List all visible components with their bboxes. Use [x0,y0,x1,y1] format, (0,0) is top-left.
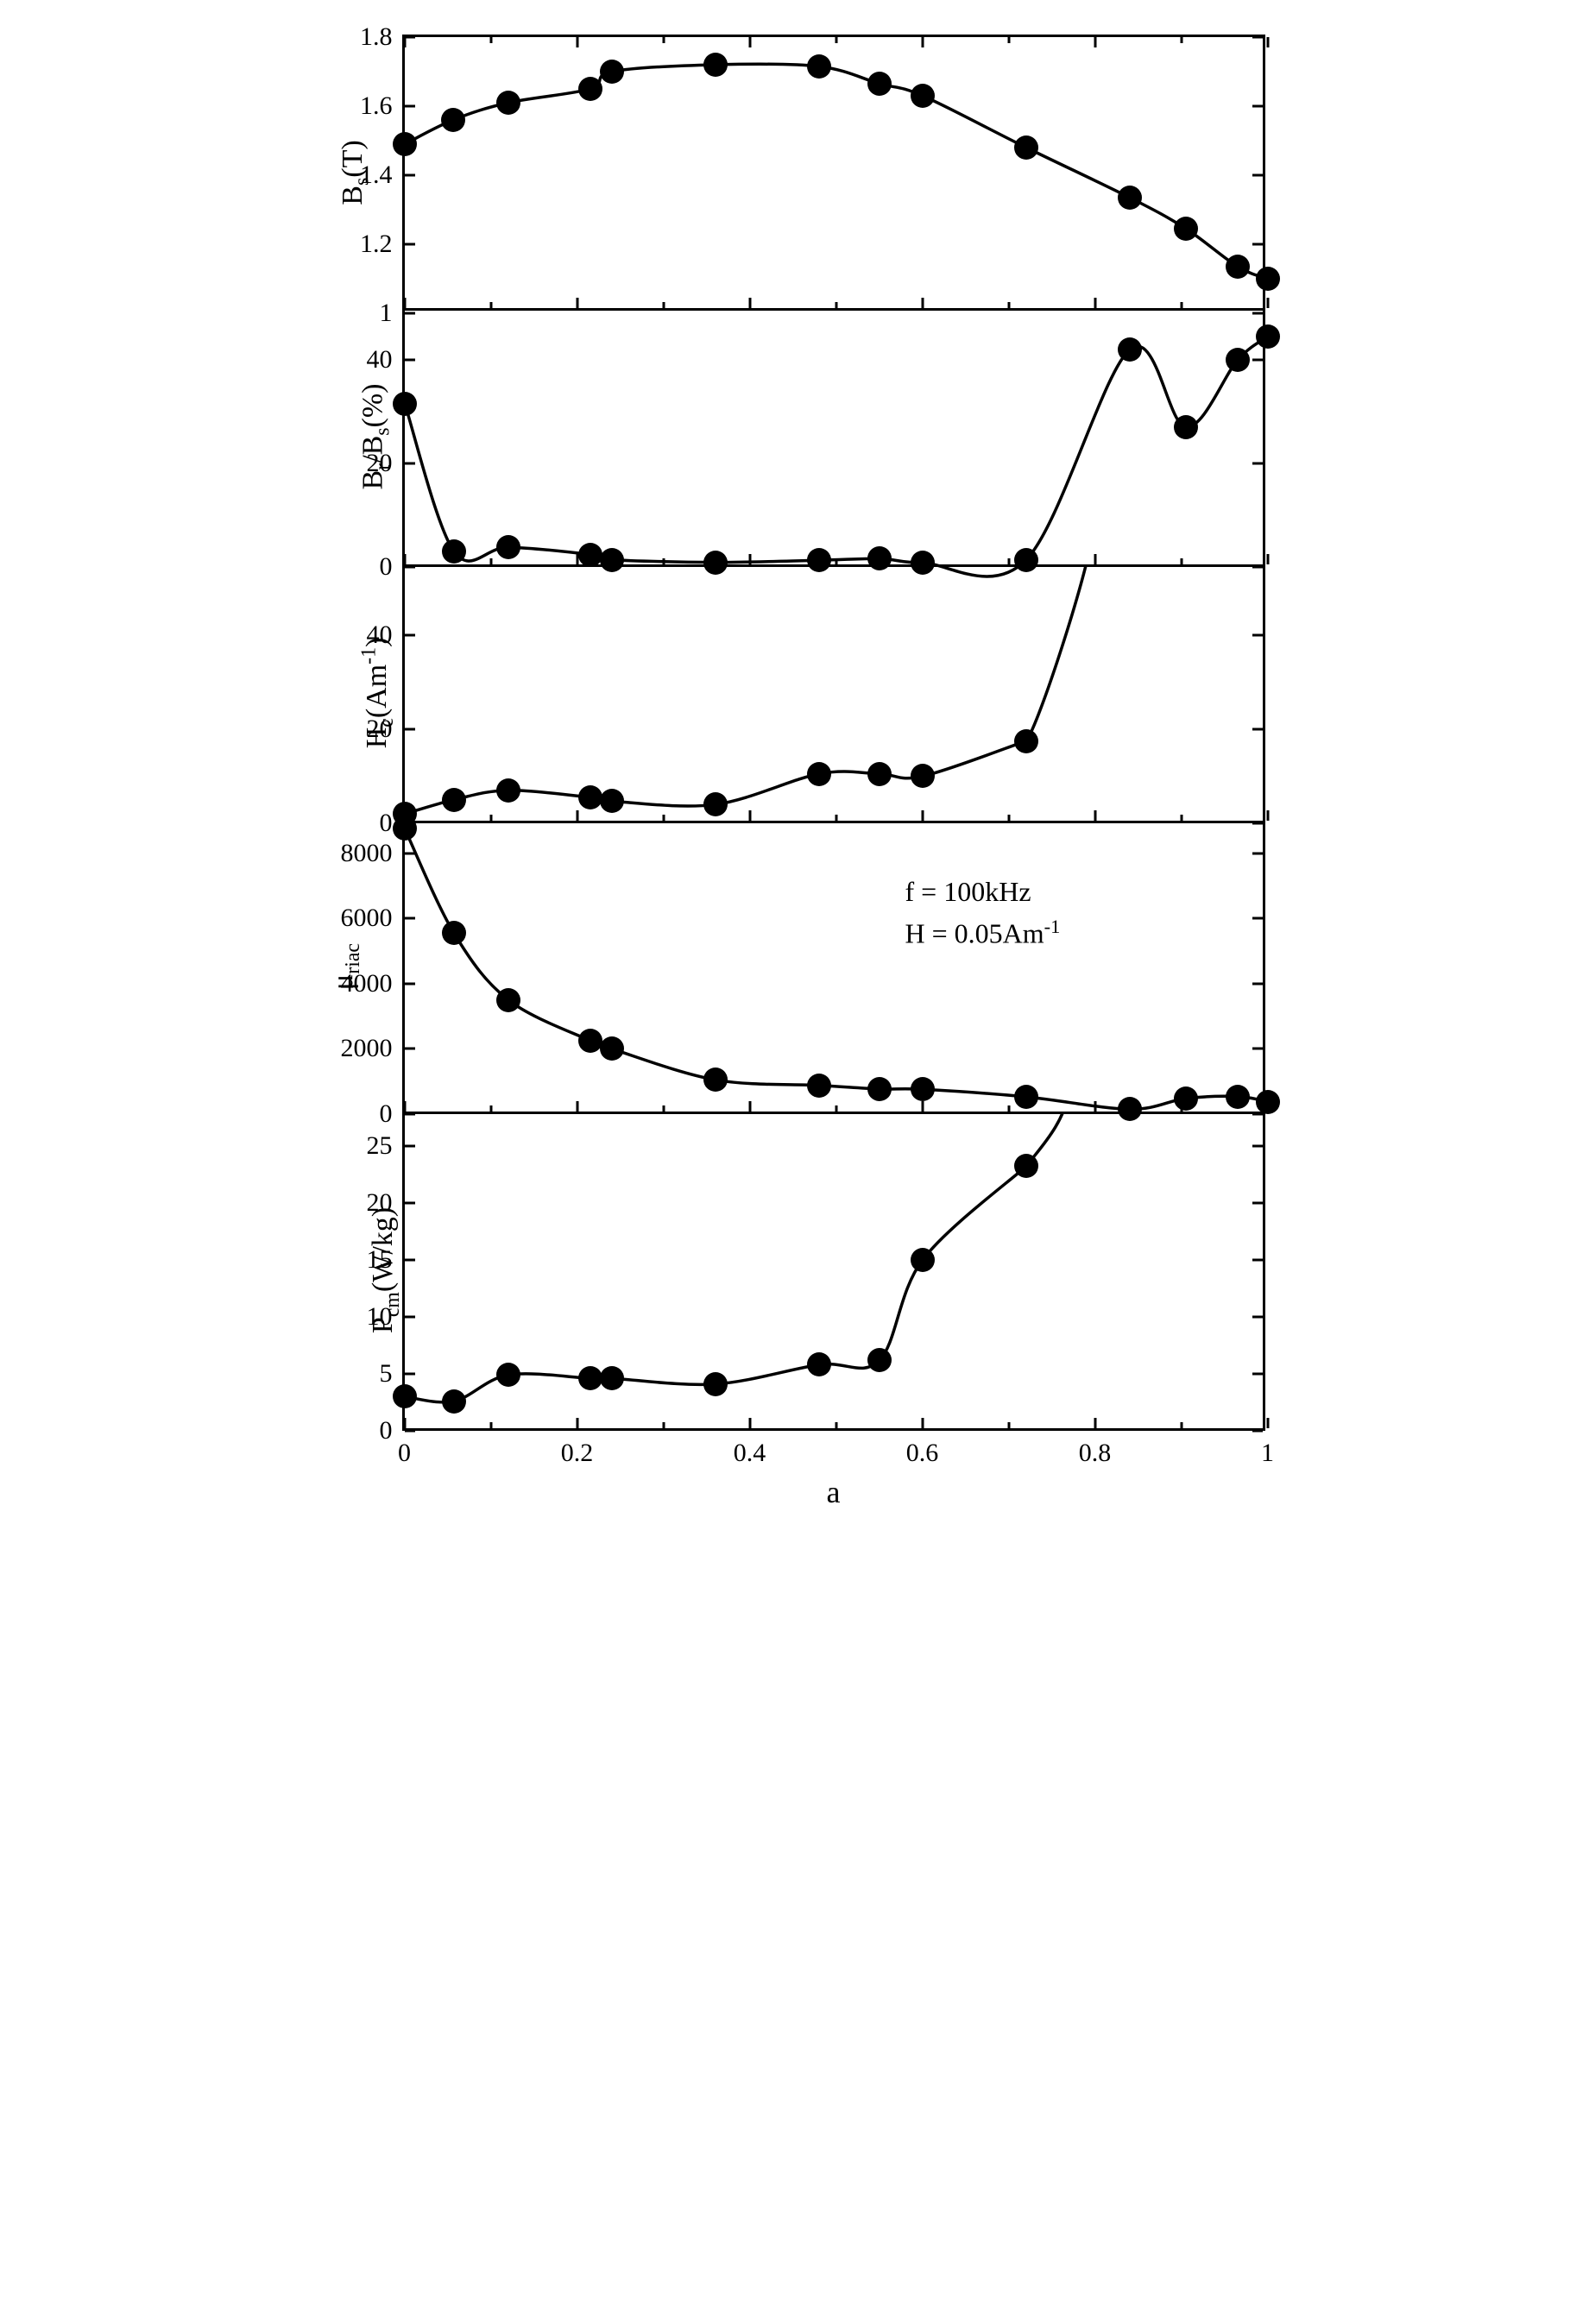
panel-pcm: Pcm(W/kg)051015202500.20.40.60.81 [402,1112,1265,1431]
ytick-label: 1 [380,299,393,328]
data-point [911,1077,935,1101]
data-point [911,84,935,108]
data-point [578,1029,602,1053]
ytick-label: 20 [367,1188,393,1218]
data-point [703,53,728,77]
curve-pcm [405,1112,1268,1431]
ytick-label: 2000 [341,1034,393,1063]
data-point [393,392,417,416]
data-point [1014,1154,1038,1178]
data-point [703,1068,728,1092]
panel-bs: Bs(T)11.21.41.61.8 [402,35,1265,311]
ytick-label: 4000 [341,969,393,998]
ytick-label: 40 [367,620,393,650]
data-point [807,1352,831,1376]
annotation: H = 0.05Am-1 [905,916,1061,950]
multi-panel-figure: Bs(T)11.21.41.61.8Br/Bs(%)02040Hc(Am-1)0… [273,35,1317,1534]
panel-brbs: Br/Bs(%)02040 [402,308,1265,567]
data-point [1226,348,1250,372]
data-point [1014,135,1038,160]
ytick-label: 1.6 [360,91,393,121]
ytick-label: 8000 [341,839,393,868]
data-point [807,54,831,79]
data-point [703,792,728,816]
xtick-label: 0.6 [906,1439,939,1468]
data-point [442,921,466,945]
ytick-label: 20 [367,715,393,744]
data-point [441,108,465,132]
data-point [867,72,892,96]
xtick-label: 1 [1261,1439,1274,1468]
data-point [393,132,417,156]
data-point [1174,217,1198,241]
data-point [496,778,520,803]
data-point [393,816,417,841]
ytick-label: 15 [367,1245,393,1275]
data-point [1118,186,1142,210]
data-point [1174,1086,1198,1111]
data-point [496,1363,520,1387]
data-point [1014,1085,1038,1109]
data-point [1014,729,1038,753]
data-point [867,762,892,786]
data-point [496,91,520,115]
data-point [703,1372,728,1396]
ytick-label: 6000 [341,904,393,933]
xtick-label: 0.4 [734,1439,766,1468]
annotation: f = 100kHz [905,876,1031,908]
xlabel: a [827,1474,841,1595]
data-point [1226,1085,1250,1109]
data-point [1118,337,1142,362]
data-point [442,539,466,564]
ytick-label: 10 [367,1302,393,1332]
data-point [578,785,602,809]
data-point [911,764,935,788]
data-point [807,762,831,786]
curve-bs [405,37,1268,313]
xtick-label: 0.8 [1079,1439,1112,1468]
data-point [600,1366,624,1390]
data-point [911,1248,935,1272]
data-point [1256,1090,1280,1114]
data-point [867,1348,892,1372]
xtick-label: 0.2 [561,1439,594,1468]
ytick-label: 1.2 [360,230,393,259]
data-point [1174,415,1198,439]
data-point [600,60,624,84]
data-point [600,789,624,813]
data-point [393,1384,417,1408]
ytick-label: 0 [380,809,393,838]
ytick-label: 25 [367,1131,393,1161]
data-point [496,988,520,1012]
data-point [1256,324,1280,349]
data-point [1226,255,1250,279]
data-point [496,535,520,559]
ytick-label: 0 [380,1416,393,1445]
data-point [1256,267,1280,291]
panel-mu: μriac02000400060008000f = 100kHzH = 0.05… [402,821,1265,1114]
ytick-label: 0 [380,1099,393,1129]
ytick-label: 20 [367,449,393,478]
data-point [867,1077,892,1101]
data-point [807,1074,831,1098]
ytick-label: 40 [367,345,393,375]
data-point [578,543,602,567]
ytick-label: 0 [380,552,393,582]
ytick-label: 5 [380,1359,393,1389]
data-point [578,1366,602,1390]
curve-hc [405,564,1268,823]
curve-mu [405,821,1268,1114]
panel-hc: Hc(Am-1)02040 [402,564,1265,823]
data-point [442,1389,466,1414]
xtick-label: 0 [398,1439,411,1468]
data-point [600,1036,624,1061]
ytick-label: 1.8 [360,22,393,52]
data-point [578,77,602,101]
data-point [442,788,466,812]
ytick-label: 1.4 [360,161,393,190]
